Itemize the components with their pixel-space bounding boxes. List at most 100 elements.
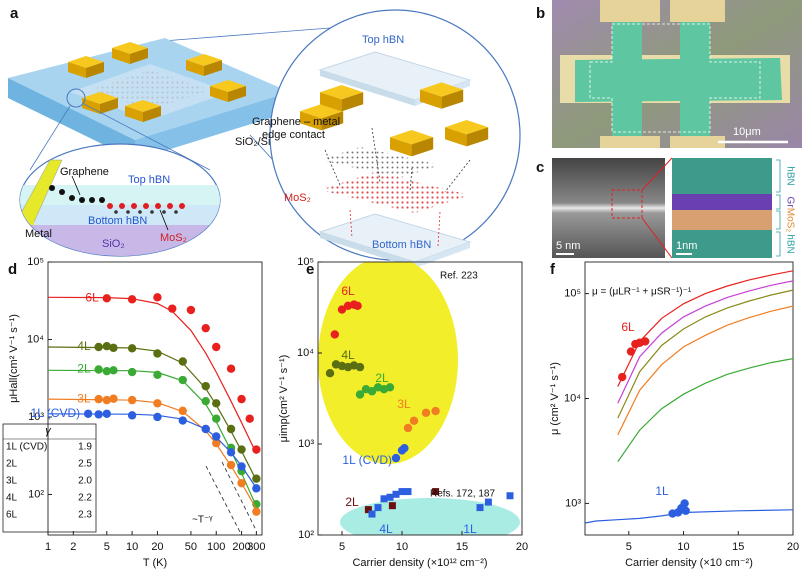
point bbox=[102, 341, 111, 351]
x-tick-label: 10 bbox=[396, 541, 408, 553]
point bbox=[226, 424, 236, 434]
point bbox=[178, 375, 187, 385]
point bbox=[226, 364, 236, 373]
plot-frame bbox=[47, 261, 263, 536]
series-label: 6L bbox=[341, 284, 355, 298]
point bbox=[484, 498, 492, 506]
point bbox=[226, 448, 236, 457]
table-cell: 2L bbox=[6, 459, 18, 470]
panel-letter: a bbox=[10, 5, 19, 22]
point bbox=[368, 510, 376, 518]
fit-line bbox=[48, 296, 257, 454]
point bbox=[94, 410, 103, 419]
point bbox=[153, 412, 162, 422]
point bbox=[432, 488, 440, 496]
x-tick-label: 300 bbox=[247, 541, 265, 553]
series-label: 2L bbox=[375, 371, 389, 385]
series-label: 3L bbox=[77, 391, 91, 405]
panel-letter: e bbox=[306, 261, 314, 278]
x-axis-label: Carrier density (×10 cm⁻²) bbox=[625, 557, 753, 569]
point bbox=[392, 490, 400, 498]
point bbox=[186, 305, 196, 315]
scale-label: 5 nm bbox=[556, 240, 580, 252]
y-axis-label: μ (cm² V⁻¹ s⁻¹) bbox=[549, 362, 561, 435]
point bbox=[337, 305, 347, 314]
gamma-table bbox=[2, 423, 97, 533]
point bbox=[178, 406, 187, 416]
point bbox=[212, 432, 221, 441]
point bbox=[364, 506, 372, 514]
point bbox=[94, 342, 103, 352]
x-tick-label: 5 bbox=[104, 541, 110, 553]
point bbox=[178, 416, 187, 425]
point bbox=[212, 399, 221, 408]
series-label: 1L bbox=[655, 484, 669, 498]
inset-label: MoS₂ bbox=[160, 232, 187, 244]
x-tick-label: 10 bbox=[677, 541, 689, 553]
y-axis-label: μimp(cm² V⁻¹ s⁻¹) bbox=[278, 355, 290, 443]
curve bbox=[617, 270, 793, 387]
panel-letter: d bbox=[8, 261, 17, 278]
inset-label: Graphene bbox=[60, 166, 109, 178]
point bbox=[388, 502, 396, 510]
series-label: 4L bbox=[379, 522, 393, 536]
point bbox=[201, 396, 210, 406]
inset-label: Bottom hBN bbox=[88, 215, 147, 227]
point bbox=[153, 370, 162, 380]
curve bbox=[585, 509, 793, 524]
point bbox=[127, 411, 137, 420]
plot-frame bbox=[584, 261, 794, 536]
x-tick-label: 100 bbox=[207, 541, 225, 553]
point bbox=[178, 357, 187, 366]
point bbox=[391, 453, 401, 463]
point bbox=[385, 383, 395, 392]
point bbox=[153, 399, 162, 408]
point bbox=[330, 330, 339, 339]
series-label: 4L bbox=[341, 348, 355, 362]
y-tick-label: 10⁵ bbox=[297, 256, 314, 268]
x-tick-label: 200 bbox=[232, 541, 250, 553]
point bbox=[431, 406, 440, 416]
annotation: ~T⁻ᵞ bbox=[192, 515, 213, 526]
point bbox=[109, 394, 118, 403]
layer-label: Gr bbox=[784, 196, 795, 208]
point bbox=[212, 414, 221, 423]
point bbox=[681, 506, 690, 516]
point bbox=[127, 344, 137, 353]
annotation: Ref. 223 bbox=[440, 271, 478, 282]
y-tick-label: 10³ bbox=[298, 438, 314, 450]
x-tick-label: 5 bbox=[339, 541, 345, 553]
series-label: 6L bbox=[85, 290, 99, 304]
inset-label: SiO₂ bbox=[102, 238, 125, 250]
point bbox=[367, 387, 377, 396]
layer-label: MoS₂ bbox=[284, 192, 311, 204]
point bbox=[102, 409, 111, 418]
panel-letter: f bbox=[550, 261, 556, 278]
point bbox=[355, 362, 365, 372]
curve bbox=[617, 358, 793, 463]
point bbox=[680, 499, 689, 508]
y-tick-label: 10⁴ bbox=[297, 347, 314, 359]
point bbox=[386, 493, 394, 501]
inset-label: Metal bbox=[25, 228, 52, 240]
layer-label: Bottom hBN bbox=[372, 239, 431, 251]
point bbox=[237, 394, 246, 404]
table-cell: 2.5 bbox=[78, 459, 92, 470]
point bbox=[252, 484, 261, 493]
point bbox=[168, 304, 177, 313]
x-tick-label: 10 bbox=[126, 541, 138, 553]
point bbox=[102, 294, 111, 303]
point bbox=[237, 445, 246, 454]
point bbox=[201, 381, 210, 391]
table-cell: 2.0 bbox=[78, 476, 92, 487]
panel-letter: b bbox=[536, 5, 545, 22]
point bbox=[109, 343, 118, 353]
point bbox=[201, 323, 210, 333]
table-cell: 6L bbox=[6, 510, 18, 521]
layer-label: Top hBN bbox=[362, 34, 404, 46]
point bbox=[212, 342, 221, 352]
contact-label: edge contact bbox=[262, 129, 325, 141]
y-tick-label: 10³ bbox=[28, 411, 44, 423]
annotation: μ = (μLR⁻¹ + μSR⁻¹)⁻¹ bbox=[592, 287, 692, 298]
